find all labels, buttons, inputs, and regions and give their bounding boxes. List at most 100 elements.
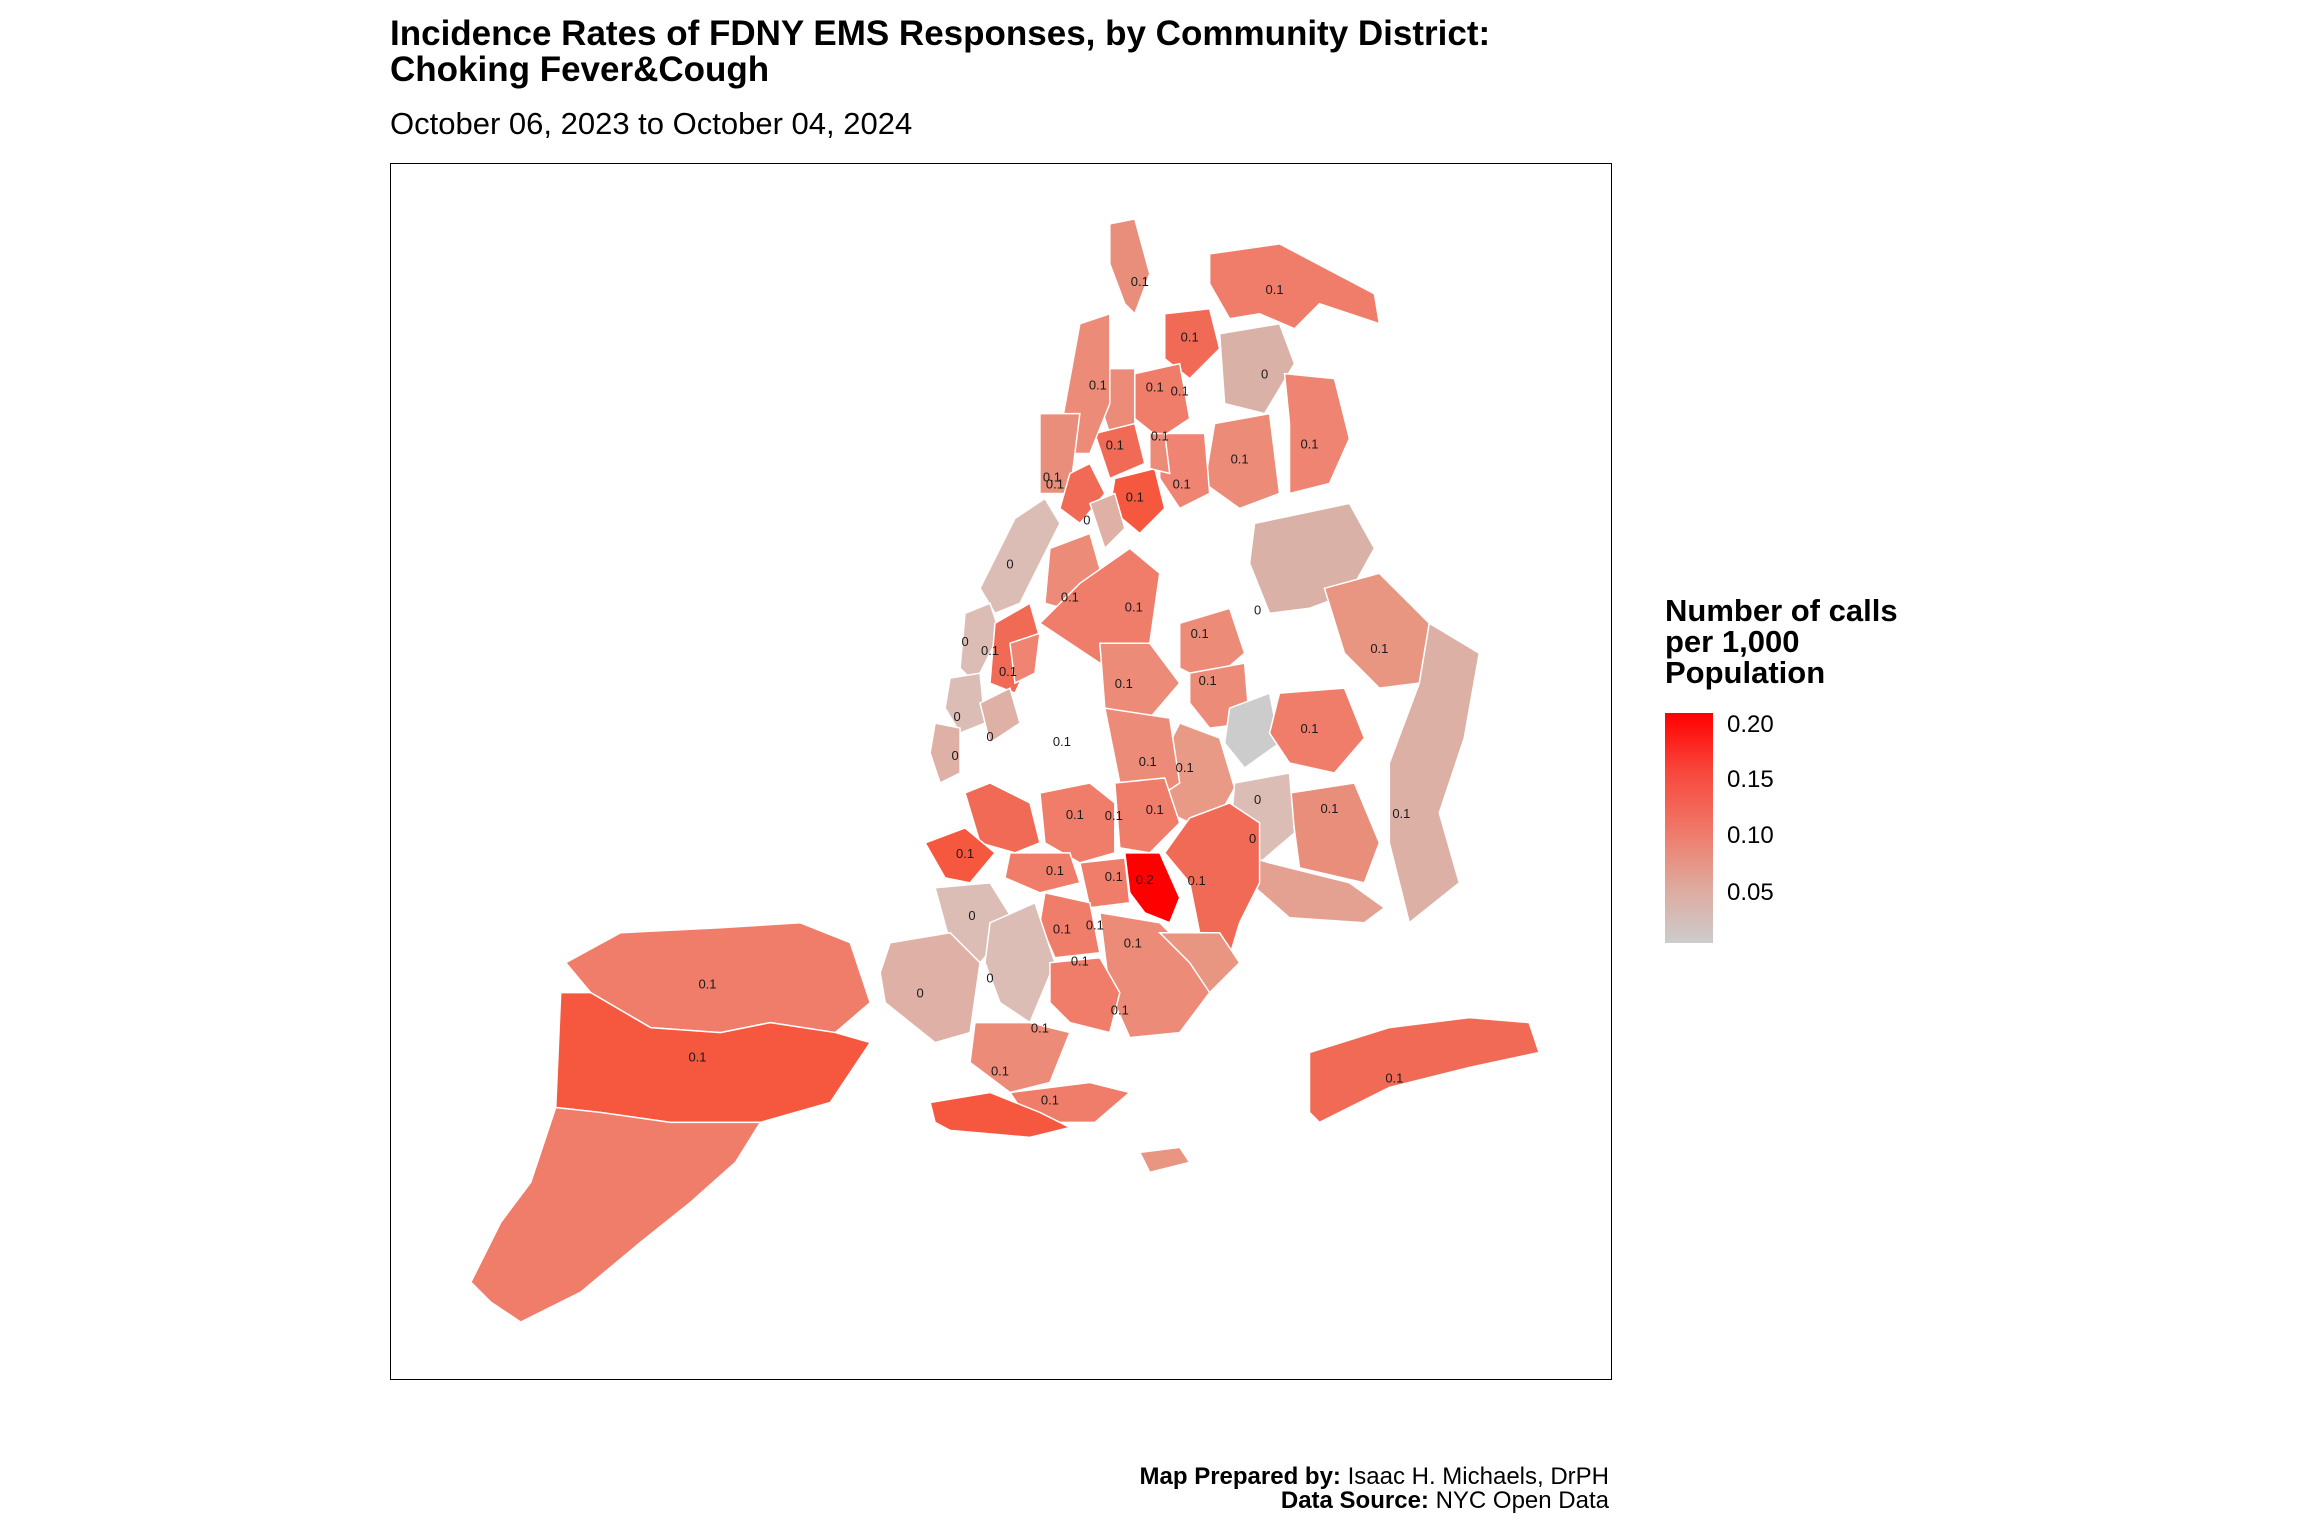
district-bk-17[interactable] xyxy=(1123,852,1181,924)
district-label: 0.1 xyxy=(956,846,974,861)
district-label: 0 xyxy=(917,986,924,1001)
district-label: 0.1 xyxy=(1046,476,1064,491)
district-bk-14[interactable] xyxy=(1039,891,1101,959)
legend-tick-label: 0.05 xyxy=(1727,879,1774,906)
district-label: 0.1 xyxy=(1041,1092,1059,1107)
district-label: 0.2 xyxy=(1136,872,1154,887)
district-mn-9[interactable] xyxy=(1088,492,1126,550)
map-subtitle: October 06, 2023 to October 04, 2024 xyxy=(390,106,913,141)
district-qn-8[interactable] xyxy=(1223,692,1281,770)
district-qn-6[interactable] xyxy=(1268,687,1366,774)
district-bk-edge[interactable] xyxy=(1138,1146,1191,1174)
district-qn-13[interactable] xyxy=(1388,622,1481,925)
district-bk-4[interactable] xyxy=(1114,777,1181,854)
district-bk-9[interactable] xyxy=(1078,857,1131,909)
district-bx-7[interactable] xyxy=(1134,362,1191,440)
district-bk-18[interactable] xyxy=(1157,931,1241,994)
district-qn-12[interactable] xyxy=(1288,782,1381,884)
district-label: 0.1 xyxy=(1146,380,1164,395)
district-label: 0.1 xyxy=(1370,641,1388,656)
district-bx-9[interactable] xyxy=(1093,422,1146,480)
district-label: 0.1 xyxy=(1053,734,1071,749)
district-label: 0.1 xyxy=(1125,599,1143,614)
district-label: 0 xyxy=(1261,367,1268,382)
district-bk-5[interactable] xyxy=(1163,802,1261,975)
district-label: 0 xyxy=(1083,512,1090,527)
district-qn-rockaway[interactable] xyxy=(1308,1016,1541,1124)
credit-data-source: Data Source: NYC Open Data xyxy=(1140,1489,1609,1513)
legend-tick-mark xyxy=(1713,834,1721,836)
district-label: 0.1 xyxy=(1300,437,1318,452)
district-label: 0.1 xyxy=(1181,330,1199,345)
district-bx-11[interactable] xyxy=(1149,432,1171,475)
district-label: 0.1 xyxy=(1385,1070,1403,1085)
district-label: 0.1 xyxy=(1061,589,1079,604)
district-mn-1[interactable] xyxy=(929,722,961,785)
district-label: 0.1 xyxy=(1199,673,1217,688)
district-bx-north[interactable] xyxy=(1208,243,1381,330)
legend-tick-mark xyxy=(1713,891,1721,893)
title-line-1: Incidence Rates of FDNY EMS Responses, b… xyxy=(390,14,1491,53)
district-qn-2[interactable] xyxy=(1099,642,1181,719)
district-bk-6[interactable] xyxy=(924,827,997,884)
legend-tick-label: 0.20 xyxy=(1727,711,1774,738)
district-label: 0.1 xyxy=(1126,489,1144,504)
district-qn-11[interactable] xyxy=(1323,572,1431,689)
district-mn-4[interactable] xyxy=(959,602,1001,685)
district-bx-1[interactable] xyxy=(1109,218,1151,316)
district-label: 0.1 xyxy=(1300,721,1318,736)
district-label: 0.1 xyxy=(999,664,1017,679)
district-label: 0.1 xyxy=(1046,863,1064,878)
district-label: 0 xyxy=(1006,556,1013,571)
district-mn-2[interactable] xyxy=(944,672,986,734)
district-label: 0.1 xyxy=(1111,1003,1129,1018)
district-label: 0 xyxy=(961,634,968,649)
district-label: 0.1 xyxy=(1105,869,1123,884)
district-label: 0.1 xyxy=(1320,801,1338,816)
legend-tick-label: 0.10 xyxy=(1727,822,1774,849)
district-bk-10[interactable] xyxy=(879,931,981,1044)
district-qn-1[interactable] xyxy=(1038,547,1161,665)
title-line-2: Choking Fever&Cough xyxy=(390,50,770,89)
district-bk-8[interactable] xyxy=(1004,852,1081,894)
legend-tick-mark xyxy=(1713,778,1721,780)
legend-title-line: per 1,000 xyxy=(1665,624,1800,659)
district-label: 0.1 xyxy=(1071,954,1089,969)
district-bk-2[interactable] xyxy=(1039,782,1116,864)
district-bk-coney[interactable] xyxy=(929,1091,1073,1139)
district-label: 0 xyxy=(1254,602,1261,617)
district-bk-15[interactable] xyxy=(1098,911,1211,1039)
district-label: 0.1 xyxy=(991,1063,1009,1078)
district-value-labels: 0.1 0.1 0.1 0 0.1 0.1 0.1 0.1 0.1 0.1 0.… xyxy=(688,274,1410,1108)
district-mn-3[interactable] xyxy=(979,687,1021,745)
district-label: 0.1 xyxy=(1266,282,1284,297)
district-label: 0.1 xyxy=(1171,384,1189,399)
district-label: 0 xyxy=(1249,831,1256,846)
district-label: 0.1 xyxy=(1173,476,1191,491)
legend-title-line: Population xyxy=(1665,655,1826,690)
legend-title: Number of calls per 1,000 Population xyxy=(1665,595,1985,688)
district-bx-4[interactable] xyxy=(1283,372,1351,495)
district-label: 0 xyxy=(968,908,975,923)
district-bx-3[interactable] xyxy=(1218,322,1296,415)
district-label: 0.1 xyxy=(1089,378,1107,393)
district-bk-11[interactable] xyxy=(969,1021,1071,1094)
credit-prepared-value: Isaac H. Michaels, DrPH xyxy=(1347,1463,1609,1490)
legend: Number of calls per 1,000 Population 0.2… xyxy=(1665,595,1985,955)
district-label: 0.1 xyxy=(1086,918,1104,933)
legend-color-bar xyxy=(1665,713,1721,943)
district-label: 0 xyxy=(953,709,960,724)
district-bx-2[interactable] xyxy=(1163,307,1221,380)
district-mn-5[interactable] xyxy=(1009,632,1041,685)
district-mn-7[interactable] xyxy=(979,497,1061,615)
district-si-3[interactable] xyxy=(469,1106,762,1323)
district-label: 0 xyxy=(986,729,993,744)
district-label: 0.1 xyxy=(1131,274,1149,289)
district-label: 0.1 xyxy=(1053,922,1071,937)
district-label: 0.1 xyxy=(698,977,716,992)
district-label: 0.1 xyxy=(1031,1021,1049,1036)
district-label: 0.1 xyxy=(1066,807,1084,822)
district-label: 0.1 xyxy=(1139,754,1157,769)
district-bk-13a[interactable] xyxy=(1049,956,1121,1034)
district-label: 0.1 xyxy=(1176,760,1194,775)
